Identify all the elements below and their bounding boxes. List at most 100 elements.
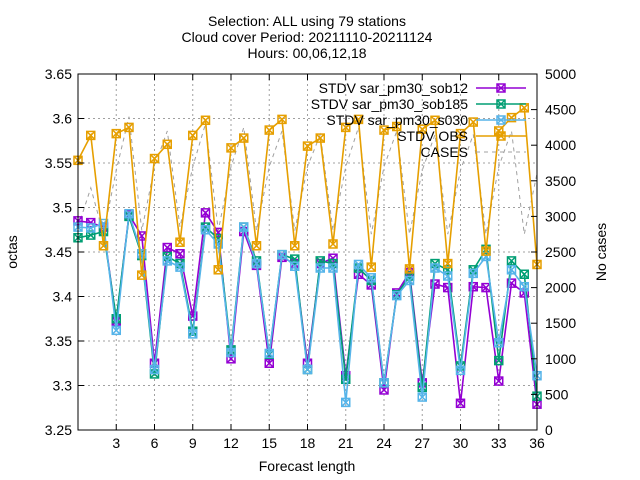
marker-box (506, 265, 517, 275)
marker-cross (137, 270, 147, 280)
marker-cross (111, 314, 121, 324)
marker-box (226, 347, 236, 358)
marker-box (277, 114, 287, 125)
marker-box (494, 355, 504, 366)
marker-box (353, 259, 364, 270)
marker-box (124, 208, 134, 219)
legend-swatch-marker (496, 99, 506, 109)
marker-cross (251, 241, 262, 251)
data-point (366, 273, 376, 283)
x-tick-label: 36 (529, 435, 545, 451)
data-point (353, 114, 364, 125)
marker-box (328, 239, 338, 249)
marker-cross (226, 143, 236, 153)
marker-box (239, 222, 249, 232)
marker-cross (341, 397, 351, 407)
y2-tick-label: 2000 (545, 280, 576, 296)
marker-cross (200, 225, 211, 235)
data-point (162, 139, 172, 150)
marker-box (302, 141, 313, 151)
marker-box (162, 256, 172, 266)
marker-cross (519, 269, 529, 279)
series-4 (77, 116, 538, 235)
marker-cross (494, 338, 504, 348)
title-line-1: Selection: ALL using 79 stations (208, 13, 406, 29)
data-point (315, 133, 325, 143)
marker-box (430, 115, 440, 126)
marker-cross (366, 273, 376, 283)
data-point (200, 208, 211, 218)
marker-box (188, 329, 198, 339)
marker-cross (417, 392, 427, 402)
data-point (111, 325, 121, 336)
marker-box (315, 133, 325, 143)
data-point (443, 271, 453, 281)
marker-cross (239, 133, 249, 143)
marker-box (86, 230, 96, 240)
marker-box (149, 153, 160, 164)
marker-cross (353, 259, 364, 269)
y2-tick-label: 1500 (545, 315, 576, 331)
chart-title: Selection: ALL using 79 stations Cloud c… (182, 13, 433, 61)
data-point (162, 242, 172, 253)
marker-cross (175, 262, 185, 272)
marker-cross (200, 115, 211, 125)
marker-box (188, 130, 198, 141)
x-tick-label: 3 (112, 435, 120, 451)
marker-box (111, 325, 121, 336)
marker-cross (494, 356, 504, 366)
marker-box (111, 128, 121, 139)
legend-label: CASES (421, 144, 468, 160)
data-point (366, 262, 376, 272)
marker-cross (264, 125, 274, 135)
series-2 (73, 208, 542, 408)
data-point (213, 265, 223, 275)
marker-cross (162, 256, 172, 266)
marker-box (98, 241, 109, 251)
y-tick-label: 3.3 (53, 378, 73, 394)
marker-cross (111, 129, 121, 139)
marker-cross (417, 124, 427, 134)
data-point (188, 329, 198, 339)
data-point (302, 141, 313, 151)
marker-box (175, 249, 185, 259)
marker-cross (302, 364, 313, 375)
legend-swatch-marker (496, 131, 506, 141)
data-point (455, 398, 466, 409)
data-point (264, 348, 274, 359)
marker-cross (200, 222, 211, 232)
marker-cross (264, 348, 274, 358)
marker-box (86, 217, 96, 228)
marker-cross (86, 130, 96, 140)
title-line-3: Hours: 00,06,12,18 (247, 45, 366, 61)
marker-box (239, 133, 249, 143)
x-tick-label: 30 (453, 435, 469, 451)
marker-cross (519, 282, 529, 292)
legend-label: STDV sar_pm30_sob12 (319, 80, 469, 96)
marker-box (379, 125, 389, 135)
marker-box (328, 263, 338, 273)
marker-cross (264, 358, 274, 368)
marker-box (494, 376, 504, 386)
y-tick-label: 3.25 (45, 422, 72, 438)
data-point (175, 249, 185, 259)
x-tick-label: 6 (151, 435, 159, 451)
marker-box (417, 392, 427, 402)
marker-cross (341, 122, 351, 132)
marker-cross (404, 264, 415, 274)
y2-tick-label: 4500 (545, 102, 576, 118)
marker-box (455, 128, 466, 139)
marker-cross (162, 139, 172, 149)
y2-tick-label: 0 (545, 422, 553, 438)
legend-label: STDV sar_pm30_sob185 (311, 96, 468, 112)
marker-box (162, 139, 172, 150)
marker-cross (506, 256, 517, 266)
marker-box (328, 253, 338, 263)
marker-box (506, 112, 517, 123)
data-point (264, 358, 274, 368)
marker-box (290, 261, 300, 271)
marker-box (315, 256, 325, 266)
marker-box (86, 223, 96, 233)
y-axis-label: octas (4, 235, 20, 268)
